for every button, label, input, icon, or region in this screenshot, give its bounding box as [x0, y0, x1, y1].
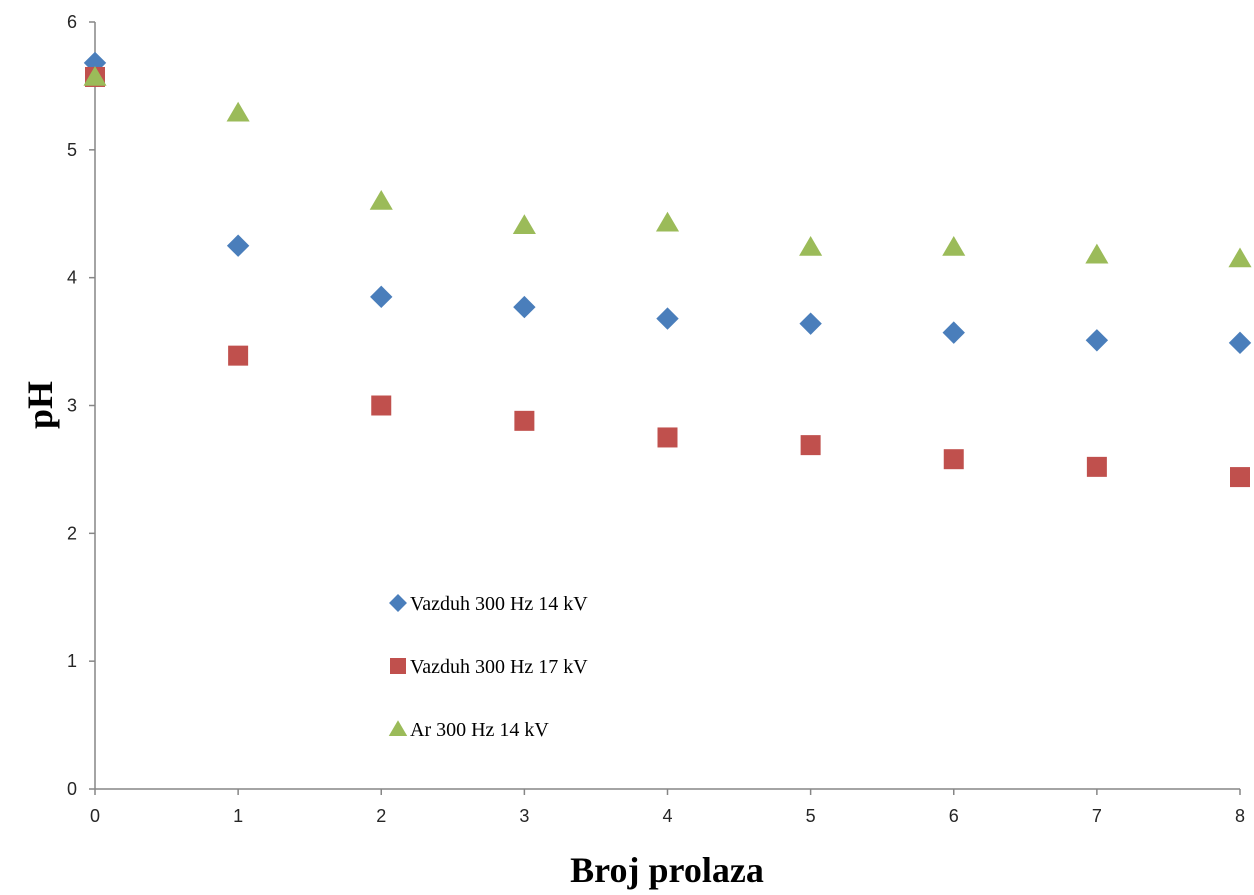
data-point-square [371, 395, 392, 416]
data-point-square [1230, 467, 1250, 488]
x-tick-label: 5 [806, 806, 816, 826]
y-tick-label: 1 [67, 651, 77, 671]
data-point-diamond [513, 295, 536, 319]
data-point-square [800, 435, 821, 456]
x-tick-label: 8 [1235, 806, 1245, 826]
data-point-triangle [1228, 247, 1252, 268]
data-point-diamond [656, 307, 679, 330]
y-axis-title: pH [20, 381, 60, 429]
data-point-triangle [226, 101, 250, 122]
x-axis-title: Broj prolaza [570, 850, 764, 890]
data-point-square [228, 345, 249, 366]
data-point-triangle [1085, 243, 1109, 264]
y-tick-label: 4 [67, 268, 77, 288]
data-point-triangle [799, 235, 823, 256]
data-point-diamond [1228, 331, 1252, 355]
x-tick-label: 2 [376, 806, 386, 826]
legend-marker-diamond [389, 594, 407, 612]
legend-label: Ar 300 Hz 14 kV [410, 719, 549, 741]
series-1 [83, 51, 1252, 355]
data-point-square [514, 410, 535, 431]
y-tick-label: 5 [67, 140, 77, 160]
data-point-square [943, 449, 964, 470]
legend-label: Vazduh 300 Hz 14 kV [410, 593, 588, 615]
axes [89, 21, 1241, 795]
data-point-diamond [1085, 329, 1109, 352]
series-2 [85, 66, 1250, 488]
data-point-square [1086, 456, 1107, 477]
x-tick-label: 6 [949, 806, 959, 826]
legend: Vazduh 300 Hz 14 kV Vazduh 300 Hz 17 kV Ar… [388, 593, 588, 741]
tick-labels: 0 1 2 3 4 5 6 0 1 2 3 4 5 6 7 8 [67, 12, 1245, 826]
x-tick-label: 1 [233, 806, 243, 826]
y-tick-label: 3 [67, 396, 77, 416]
data-point-diamond [942, 321, 965, 344]
data-point-triangle [369, 189, 393, 210]
data-point-triangle [942, 235, 966, 256]
y-tick-label: 2 [67, 523, 77, 543]
data-point-square [657, 427, 678, 448]
y-tick-label: 6 [67, 12, 77, 32]
legend-marker-triangle [388, 720, 408, 737]
data-point-diamond [370, 285, 393, 309]
series-3 [83, 65, 1252, 268]
data-point-triangle [655, 211, 680, 232]
legend-label: Vazduh 300 Hz 17 kV [410, 656, 588, 678]
legend-marker-square [390, 658, 406, 674]
x-tick-label: 3 [519, 806, 529, 826]
data-points [83, 51, 1252, 488]
x-tick-label: 0 [90, 806, 100, 826]
x-tick-label: 4 [662, 806, 672, 826]
legend-item: Ar 300 Hz 14 kV [388, 719, 549, 741]
legend-item: Vazduh 300 Hz 17 kV [390, 656, 588, 678]
x-tick-label: 7 [1092, 806, 1102, 826]
data-point-diamond [799, 312, 822, 335]
legend-item: Vazduh 300 Hz 14 kV [389, 593, 588, 615]
y-tick-label: 0 [67, 779, 77, 799]
data-point-diamond [226, 234, 250, 257]
data-point-triangle [83, 65, 107, 86]
data-point-triangle [512, 214, 536, 235]
data-point-diamond [83, 51, 107, 75]
